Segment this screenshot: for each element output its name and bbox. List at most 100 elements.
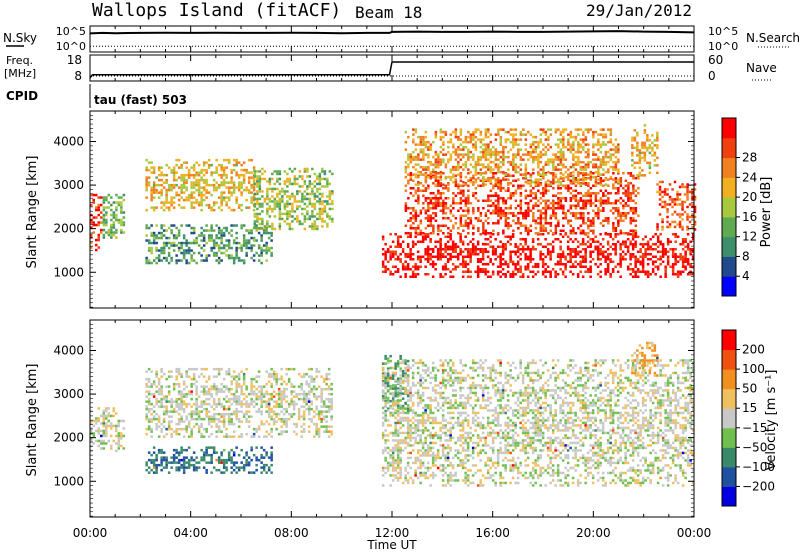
power-cell	[313, 192, 317, 196]
velocity-cell	[167, 392, 171, 396]
power-cell	[559, 138, 563, 141]
power-cell	[569, 212, 573, 215]
power-cell	[167, 251, 171, 255]
power-cell	[278, 222, 282, 226]
power-cell	[313, 220, 317, 223]
power-cell	[298, 220, 302, 223]
power-cell	[301, 177, 304, 181]
power-cell	[459, 143, 463, 146]
power-cell	[641, 169, 644, 172]
power-cell	[636, 134, 639, 137]
power-cell	[258, 197, 262, 201]
power-cell	[202, 173, 206, 177]
power-cell	[531, 240, 535, 243]
power-cell	[539, 178, 543, 181]
velocity-cell	[102, 424, 105, 428]
power-cell	[454, 133, 458, 136]
power-cell	[542, 192, 545, 195]
power-cell	[474, 170, 478, 174]
power-cell	[414, 212, 418, 215]
power-cell	[574, 253, 577, 256]
power-cell	[497, 177, 500, 180]
power-cell	[484, 214, 488, 217]
power-cell	[323, 185, 327, 188]
power-cell	[559, 248, 562, 251]
power-cell	[427, 214, 430, 217]
power-cell	[532, 150, 535, 154]
power-cell	[278, 217, 282, 221]
power-cell	[589, 260, 592, 263]
power-cell	[165, 173, 168, 177]
power-cell	[542, 175, 545, 179]
power-cell	[582, 219, 585, 222]
power-cell	[437, 165, 440, 169]
power-cell	[471, 245, 475, 248]
power-cell	[686, 260, 690, 263]
power-cell	[190, 241, 193, 245]
power-cell	[235, 158, 238, 162]
velocity-cell	[157, 387, 161, 391]
power-cell	[522, 217, 525, 220]
power-cell	[474, 253, 477, 256]
velocity-cell	[112, 414, 115, 418]
power-cell	[384, 268, 387, 271]
power-cell	[252, 226, 256, 230]
power-cell	[689, 250, 692, 253]
power-cell	[205, 168, 208, 172]
power-cell	[689, 248, 692, 251]
power-cell	[432, 204, 435, 207]
power-cell	[457, 163, 460, 166]
power-cell	[298, 185, 302, 188]
power-cell	[252, 196, 256, 199]
power-cell	[261, 167, 264, 171]
power-cell	[529, 224, 533, 227]
power-cell	[417, 197, 420, 200]
velocity-cell	[120, 437, 123, 440]
power-cell	[586, 268, 590, 271]
power-cell	[479, 260, 482, 263]
power-cell	[627, 192, 630, 195]
power-cell	[681, 238, 685, 241]
power-cell	[504, 207, 508, 210]
power-cell	[318, 210, 322, 213]
power-cell	[175, 234, 178, 237]
power-cell	[145, 224, 148, 227]
power-cell	[444, 255, 447, 258]
power-cell	[298, 200, 302, 203]
power-cell	[557, 138, 560, 141]
power-cell	[569, 182, 573, 185]
power-cell	[286, 172, 289, 176]
power-cell	[276, 180, 279, 183]
velocity-cell	[197, 417, 201, 421]
power-cell	[381, 263, 385, 266]
power-cell	[537, 178, 540, 181]
power-cell	[296, 220, 299, 223]
power-cell	[464, 260, 467, 263]
power-cell	[539, 182, 543, 185]
power-cell	[406, 243, 410, 246]
power-cell	[524, 212, 528, 215]
power-cell	[447, 197, 450, 200]
power-cell	[529, 183, 533, 186]
power-cell	[634, 263, 637, 266]
velocity-cell	[102, 412, 105, 415]
power-cell	[527, 202, 530, 205]
power-cell	[617, 158, 620, 161]
power-cell	[464, 199, 468, 202]
power-cell	[539, 150, 543, 154]
power-cell	[534, 150, 538, 154]
power-cell	[596, 258, 600, 261]
power-cell	[160, 178, 163, 182]
power-cell	[634, 275, 637, 278]
power-cell	[549, 180, 553, 184]
velocity-cell	[210, 387, 213, 391]
power-cell	[631, 275, 635, 278]
power-cell	[587, 153, 590, 156]
power-cell	[256, 180, 259, 183]
velocity-cell	[147, 410, 151, 413]
velocity-heatmap	[90, 341, 695, 487]
power-cell	[439, 275, 442, 278]
power-cell	[419, 209, 423, 212]
power-cell	[155, 236, 158, 240]
power-cell	[434, 174, 438, 177]
